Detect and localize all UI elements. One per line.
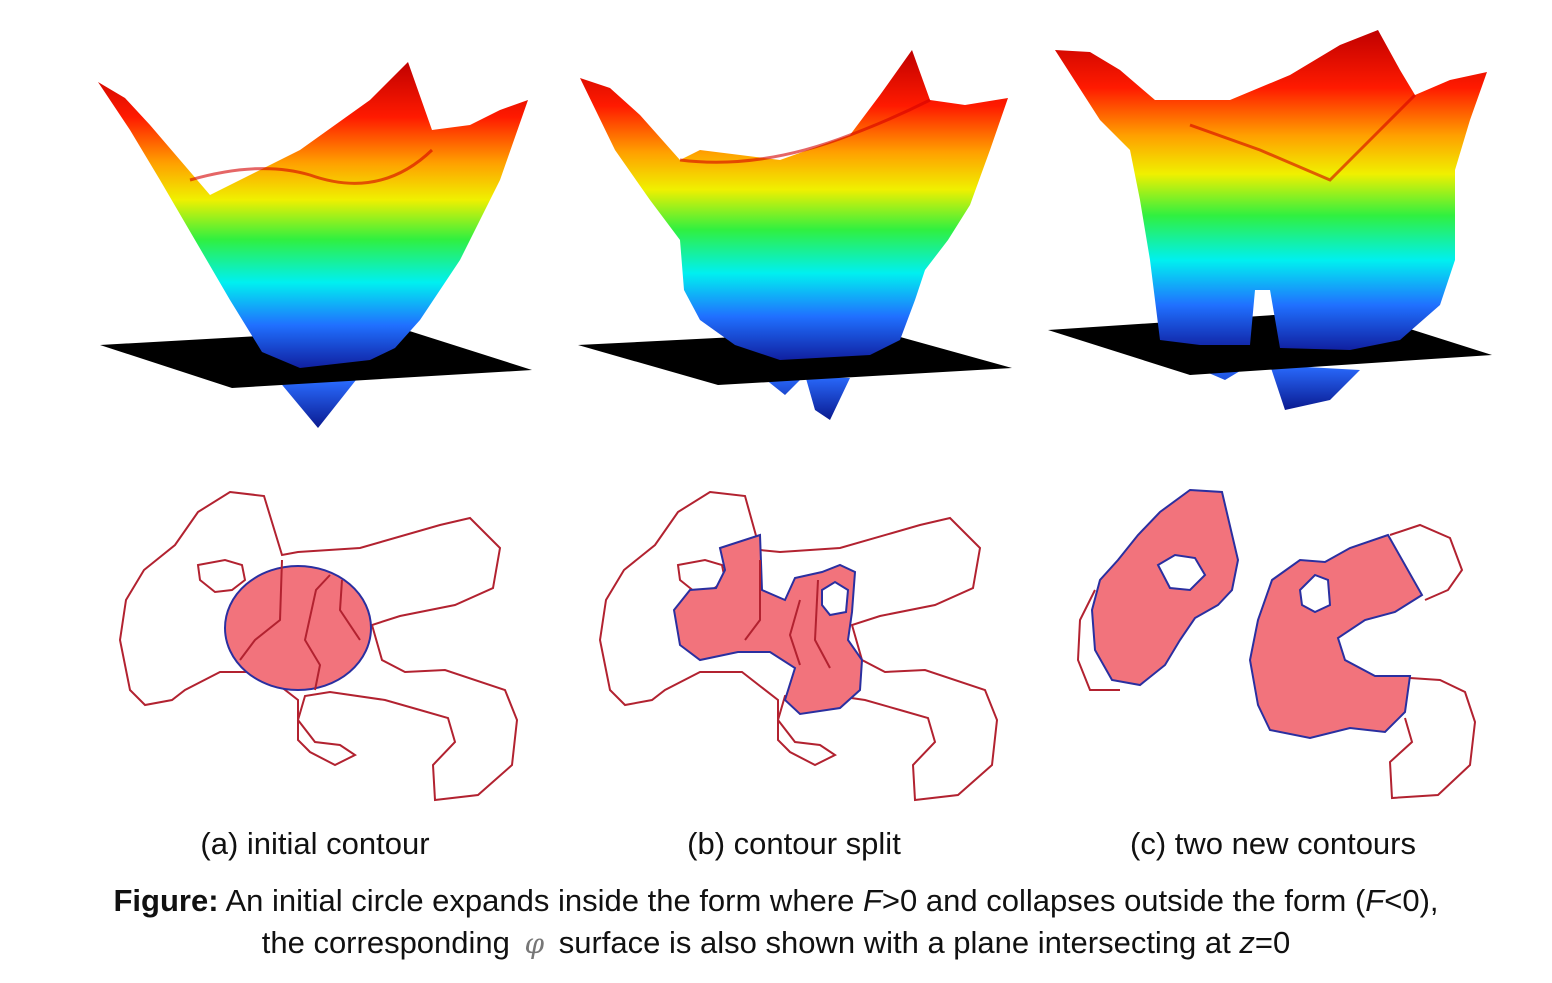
surface-c (1048, 30, 1492, 410)
caption-text-3: <0), (1384, 883, 1439, 918)
contour-c-left-blob (1090, 488, 1240, 687)
subcaption-b: (b) contour split (687, 826, 901, 861)
surface-b-tip (760, 375, 850, 420)
contour-a-region (224, 559, 372, 691)
caption-var-z: z (1239, 925, 1255, 960)
caption-line-1: Figure: An initial circle expands inside… (0, 880, 1552, 922)
caption-phi: φ (524, 927, 545, 960)
caption-var-f1: F (862, 883, 882, 918)
contour-b-form (598, 490, 999, 802)
caption-lead: Figure: (113, 883, 219, 918)
figure-illustration (98, 30, 1492, 802)
surface-c-body (1055, 30, 1487, 350)
caption-line-2: the corresponding φ surface is also show… (0, 922, 1552, 965)
caption-text-6: =0 (1254, 925, 1291, 960)
surface-c-plane (1048, 310, 1492, 375)
contour-a-hole (196, 558, 247, 594)
contour-c-right-outline (1388, 523, 1477, 800)
surface-c-tip (1190, 365, 1360, 410)
caption-text-1: An initial circle expands inside the for… (218, 883, 863, 918)
surface-a-body (98, 62, 528, 368)
caption-text-2: >0 and collapses outside the form ( (881, 883, 1366, 918)
subcaption-c: (c) two new contours (1130, 826, 1416, 861)
caption-text-5: surface is also shown with a plane inter… (550, 925, 1240, 960)
surface-b-body (580, 50, 1008, 360)
contour-c-region (1090, 488, 1424, 740)
contour-a (118, 490, 519, 802)
surface-b (578, 50, 1012, 420)
subcaption-a: (a) initial contour (200, 826, 430, 861)
contour-b-region (672, 533, 864, 716)
surface-a-tip (278, 380, 356, 428)
contour-a-form (118, 490, 519, 802)
caption-var-f2: F (1365, 883, 1385, 918)
contour-c-left-outline (1076, 589, 1120, 691)
contour-c-right-blob (1248, 533, 1424, 740)
surface-a (98, 62, 532, 428)
figure-caption: Figure: An initial circle expands inside… (0, 880, 1552, 965)
contour-c (1076, 523, 1477, 800)
caption-text-4: the corresponding (261, 925, 519, 960)
